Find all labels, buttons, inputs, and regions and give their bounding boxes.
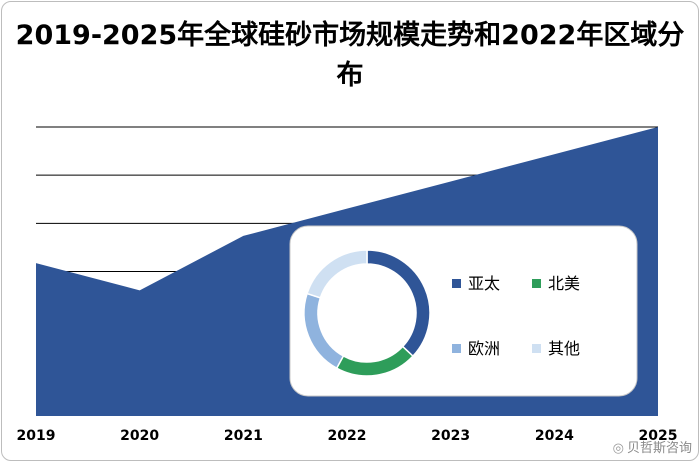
legend-label: 亚太 <box>468 274 500 293</box>
inset-panel-background <box>289 225 638 397</box>
donut-chart <box>303 249 431 377</box>
legend-swatch <box>452 279 461 288</box>
x-tick-label: 2022 <box>328 428 367 444</box>
legend-label: 其他 <box>548 339 580 358</box>
x-tick-label: 2020 <box>120 428 159 444</box>
donut-slice <box>306 249 368 299</box>
legend-swatch <box>452 344 461 353</box>
chart-title: 2019-2025年全球硅砂市场规模走势和2022年区域分布 <box>15 20 685 91</box>
weibo-icon: ◎ <box>612 441 624 456</box>
legend-swatch <box>532 344 541 353</box>
legend-label: 欧洲 <box>468 339 500 358</box>
x-tick-label: 2021 <box>224 428 263 444</box>
legend-label: 北美 <box>548 274 580 293</box>
watermark-text: 贝哲斯咨询 <box>626 441 692 456</box>
x-tick-label: 2024 <box>535 428 574 444</box>
x-tick-label: 2025 <box>639 428 678 444</box>
watermark: ◎ 贝哲斯咨询 <box>613 437 692 456</box>
x-tick-label: 2023 <box>431 428 470 444</box>
legend-swatch <box>532 279 541 288</box>
x-tick-label: 2019 <box>17 428 56 444</box>
x-axis-ticks: 2019 2020 2021 2022 2023 2024 2025 <box>17 428 678 444</box>
